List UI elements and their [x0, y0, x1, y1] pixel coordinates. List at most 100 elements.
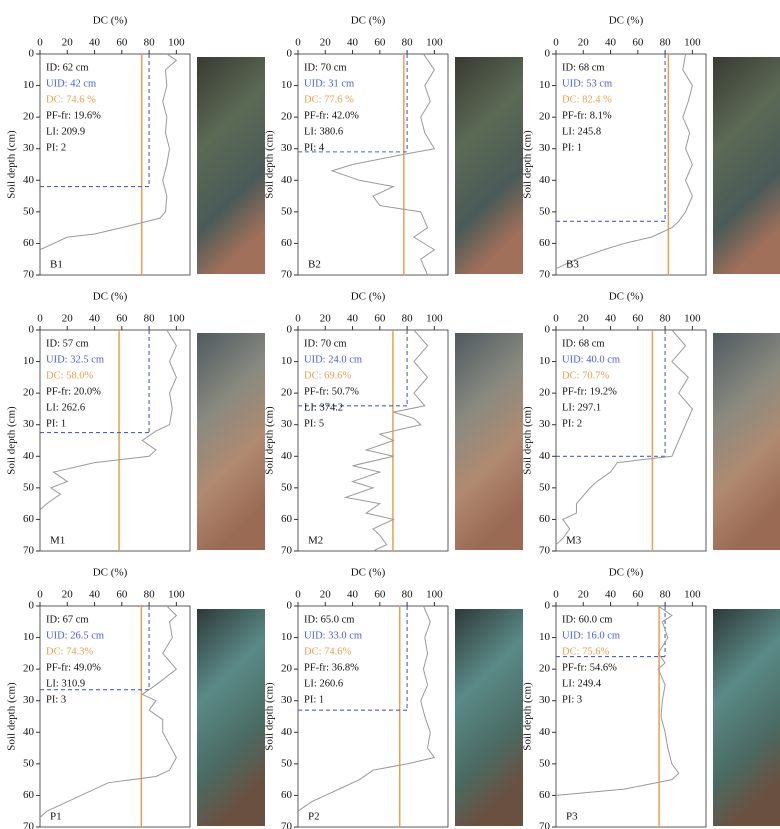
- annotation-id: ID: 60.0 cm: [562, 614, 612, 625]
- x-tick-label: 60: [632, 313, 644, 325]
- annotation-pi: PI: 1: [46, 418, 66, 429]
- x-axis-title: DC (%): [93, 291, 128, 303]
- y-tick-label: 40: [23, 450, 35, 462]
- x-tick-label: 100: [684, 313, 701, 325]
- x-tick-label: 40: [605, 313, 617, 325]
- annotation-dc: DC: 74.6 %: [46, 94, 96, 105]
- annotation-pi: PI: 4: [304, 142, 325, 153]
- panel-label: B1: [50, 259, 63, 271]
- y-tick-label: 70: [539, 269, 551, 281]
- x-axis-title: DC (%): [609, 291, 644, 303]
- x-axis-title: DC (%): [609, 567, 644, 579]
- annotation-pi: PI: 3: [46, 694, 66, 705]
- x-tick-label: 100: [168, 313, 185, 325]
- x-tick-label: 80: [402, 589, 414, 601]
- panel-label: B2: [308, 259, 321, 271]
- x-tick-label: 60: [374, 37, 386, 49]
- y-tick-label: 40: [539, 450, 551, 462]
- annotation-pf: PF-fr: 36.8%: [304, 662, 359, 673]
- y-tick-label: 10: [539, 355, 551, 367]
- annotation-uid: UID: 42 cm: [46, 78, 96, 89]
- y-tick-label: 0: [29, 324, 35, 336]
- x-tick-label: 80: [402, 313, 414, 325]
- y-axis-title: Soil depth (cm): [264, 682, 276, 751]
- annotation-uid: UID: 32.5 cm: [46, 354, 104, 365]
- x-tick-label: 80: [144, 313, 156, 325]
- y-tick-label: 50: [539, 481, 551, 493]
- annotation-li: LI: 310.9: [46, 678, 85, 689]
- y-tick-label: 60: [539, 513, 551, 525]
- y-tick-label: 70: [23, 269, 35, 281]
- y-axis-title: Soil depth (cm): [264, 130, 276, 199]
- x-tick-label: 20: [62, 589, 74, 601]
- soil-photo: [197, 333, 265, 550]
- y-tick-label: 30: [539, 418, 551, 430]
- y-tick-label: 0: [29, 600, 35, 612]
- x-tick-label: 40: [347, 589, 359, 601]
- y-tick-label: 40: [23, 174, 35, 186]
- x-tick-label: 60: [632, 589, 644, 601]
- y-tick-label: 0: [545, 48, 551, 60]
- x-tick-label: 0: [37, 37, 43, 49]
- y-tick-label: 50: [23, 481, 35, 493]
- x-tick-label: 0: [553, 37, 559, 49]
- x-tick-label: 60: [632, 37, 644, 49]
- x-tick-label: 100: [168, 589, 185, 601]
- y-tick-label: 20: [539, 387, 551, 399]
- annotation-pf: PF-fr: 19.6%: [46, 110, 101, 121]
- annotation-li: LI: 249.4: [562, 678, 602, 689]
- y-tick-label: 0: [545, 324, 551, 336]
- panel-label: M1: [50, 535, 65, 547]
- annotation-dc: DC: 77.6 %: [304, 94, 354, 105]
- x-tick-label: 40: [89, 313, 101, 325]
- x-axis-title: DC (%): [351, 15, 386, 27]
- y-tick-label: 40: [23, 726, 35, 738]
- annotation-id: ID: 68 cm: [562, 338, 605, 349]
- y-tick-label: 60: [281, 513, 293, 525]
- x-tick-label: 20: [578, 589, 590, 601]
- panel: 020406080100010203040506070DC (%)Soil de…: [522, 291, 780, 557]
- y-tick-label: 70: [281, 545, 293, 557]
- y-tick-label: 0: [287, 600, 293, 612]
- x-axis-title: DC (%): [351, 291, 386, 303]
- annotation-id: ID: 70 cm: [304, 62, 347, 73]
- y-tick-label: 0: [29, 48, 35, 60]
- x-tick-label: 0: [553, 313, 559, 325]
- x-tick-label: 80: [660, 589, 672, 601]
- y-tick-label: 60: [23, 789, 35, 801]
- y-axis-title: Soil depth (cm): [264, 406, 276, 475]
- annotation-uid: UID: 53 cm: [562, 78, 612, 89]
- y-tick-label: 10: [281, 79, 293, 91]
- x-tick-label: 0: [295, 589, 301, 601]
- y-tick-label: 40: [281, 726, 293, 738]
- y-tick-label: 0: [287, 324, 293, 336]
- annotation-dc: DC: 75.6%: [562, 646, 610, 657]
- x-tick-label: 80: [660, 37, 672, 49]
- x-axis-title: DC (%): [351, 567, 386, 579]
- panel: 020406080100010203040506070DC (%)Soil de…: [264, 291, 523, 557]
- x-tick-label: 20: [320, 589, 332, 601]
- x-tick-label: 40: [605, 589, 617, 601]
- annotation-pi: PI: 1: [562, 142, 582, 153]
- annotation-pf: PF-fr: 19.2%: [562, 386, 617, 397]
- y-tick-label: 20: [281, 663, 293, 675]
- y-tick-label: 50: [281, 481, 293, 493]
- x-tick-label: 0: [295, 313, 301, 325]
- annotation-uid: UID: 26.5 cm: [46, 630, 104, 641]
- y-tick-label: 50: [539, 757, 551, 769]
- y-tick-label: 20: [539, 111, 551, 123]
- panel: 020406080100010203040506070DC (%)Soil de…: [6, 15, 265, 281]
- y-tick-label: 50: [281, 205, 293, 217]
- y-tick-label: 50: [23, 757, 35, 769]
- y-tick-label: 10: [281, 631, 293, 643]
- y-tick-label: 70: [539, 821, 551, 829]
- y-tick-label: 20: [281, 111, 293, 123]
- y-tick-label: 0: [287, 48, 293, 60]
- y-tick-label: 50: [23, 205, 35, 217]
- x-tick-label: 100: [168, 37, 185, 49]
- x-tick-label: 100: [684, 589, 701, 601]
- annotation-pf: PF-fr: 42.0%: [304, 110, 359, 121]
